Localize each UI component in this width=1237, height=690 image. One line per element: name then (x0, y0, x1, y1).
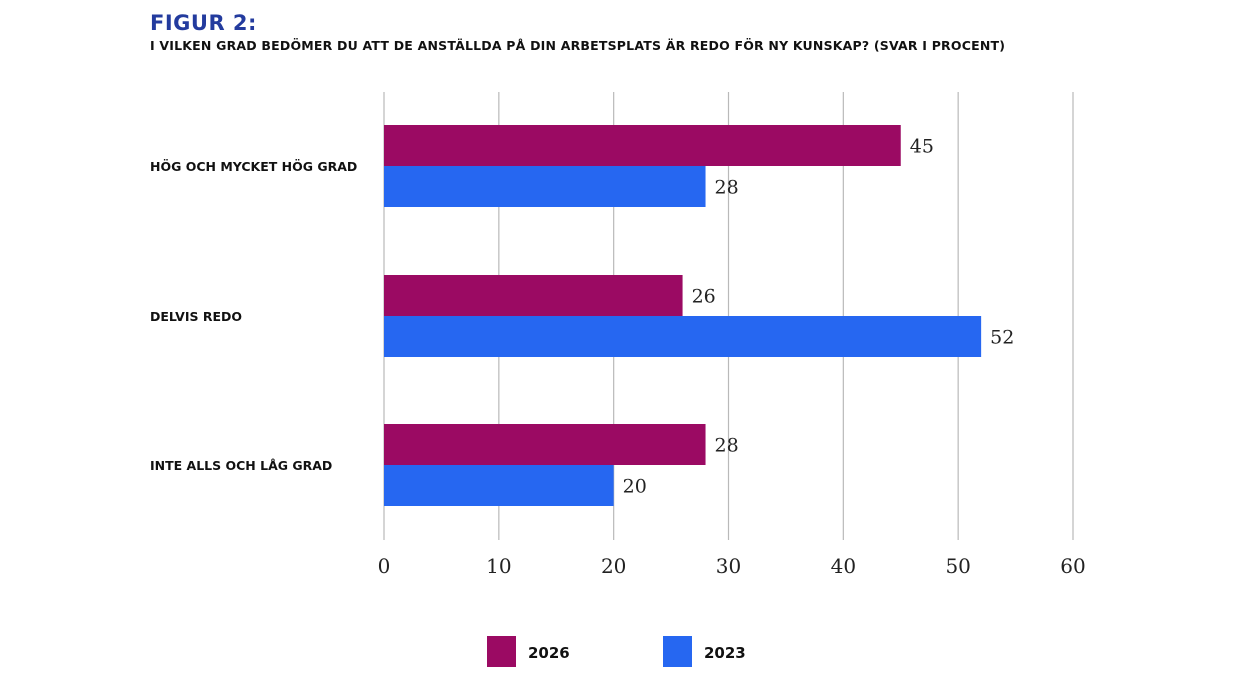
legend-swatch-2023 (663, 636, 692, 667)
data-label: 45 (910, 136, 934, 158)
bar-2023 (384, 166, 706, 207)
data-label: 20 (623, 476, 647, 498)
data-label: 52 (990, 327, 1014, 349)
bar-2026 (384, 424, 706, 465)
legend-label: 2026 (528, 644, 570, 662)
chart-title: FIGUR 2: (150, 11, 257, 35)
x-tick-label: 0 (378, 554, 391, 578)
chart-subtitle: I VILKEN GRAD BEDÖMER DU ATT DE ANSTÄLLD… (150, 38, 1006, 53)
legend-swatch-2026 (487, 636, 516, 667)
bars (384, 125, 982, 506)
x-tick-label: 20 (601, 554, 626, 578)
category-label: INTE ALLS OCH LÅG GRAD (150, 458, 332, 473)
bar-2023 (384, 316, 982, 357)
x-tick-label: 60 (1060, 554, 1085, 578)
data-label: 26 (692, 286, 716, 308)
labels: 0 10 20 30 40 50 60 HÖG OCH MYCKET HÖG GRAD 45 28… (150, 136, 1086, 579)
bar-2023 (384, 465, 614, 506)
data-label: 28 (715, 177, 739, 199)
data-label: 28 (715, 435, 739, 457)
x-tick-label: 50 (945, 554, 970, 578)
bar-2026 (384, 275, 683, 316)
x-tick-label: 30 (716, 554, 741, 578)
legend-label: 2023 (704, 644, 746, 662)
bar-2026 (384, 125, 901, 166)
category-label: HÖG OCH MYCKET HÖG GRAD (150, 159, 357, 174)
x-tick-label: 10 (486, 554, 511, 578)
category-label: DELVIS REDO (150, 309, 242, 324)
x-tick-label: 40 (831, 554, 856, 578)
legend: 2026 2023 (487, 636, 746, 667)
